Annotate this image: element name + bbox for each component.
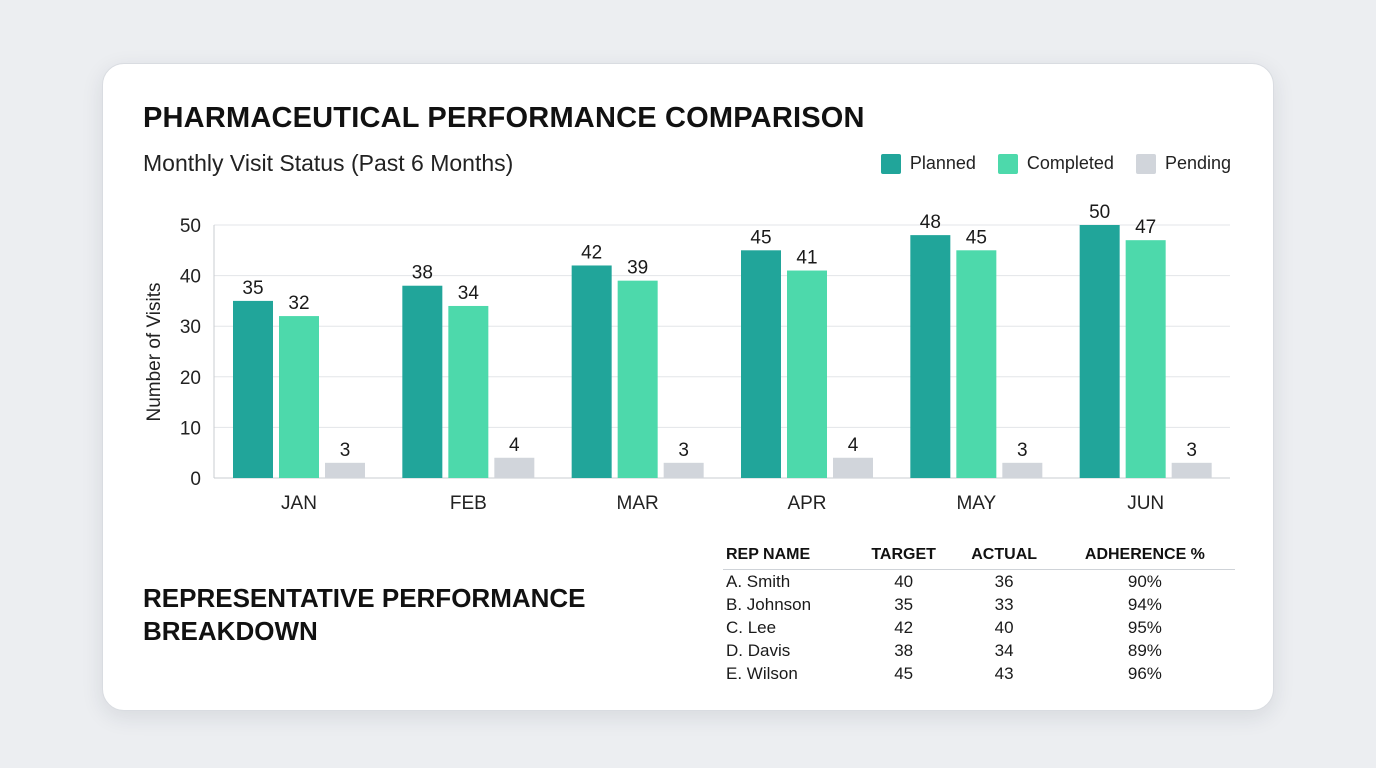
legend-label-planned: Planned [909,153,976,173]
data-label-pending: 3 [1186,440,1197,461]
cell-target: 40 [894,571,914,591]
y-tick-label: 30 [180,317,201,338]
breakdown-title: REPRESENTATIVE PERFORMANCE BREAKDOWN [143,583,586,646]
cell-target: 42 [894,617,914,637]
chart-gridlines [214,224,1230,479]
column-header-actual: ACTUAL [953,542,1055,570]
data-label-planned: 42 [581,242,602,263]
data-label-pending: 3 [678,440,689,461]
cell-target: 35 [894,594,914,614]
data-label-completed: 32 [288,293,309,314]
chart-subtitle: Monthly Visit Status (Past 6 Months) [143,150,514,176]
x-tick-label: FEB [450,493,487,514]
x-tick-label: JAN [281,493,317,514]
y-axis: 0 10 20 30 40 50 [180,216,215,490]
data-label-completed: 47 [1135,217,1156,238]
bar-completed [617,280,658,478]
dashboard-card: PHARMACEUTICAL PERFORMANCE COMPARISON Mo… [102,63,1274,711]
data-label-planned: 48 [920,212,941,233]
data-label-pending: 3 [340,440,351,461]
y-axis-label: Number of Visits [144,282,165,421]
bar-pending [663,462,704,478]
bar-completed [279,316,319,478]
y-tick-label: 50 [180,216,201,237]
bar-pending [833,457,873,478]
cell-rep-name: A. Smith [726,571,791,591]
cell-actual: 40 [994,617,1014,637]
cell-target: 45 [894,663,914,683]
data-label-planned: 35 [242,278,263,299]
table-row: E. Wilson 45 43 96% [723,662,1235,685]
data-label-completed: 39 [627,258,648,279]
cell-adherence: 96% [1127,663,1162,683]
bar-chart: 0 10 20 30 40 50 35 32 3 38 34 4 42 39 3 45 41 4 48 45 3 50 4… [144,202,1230,514]
table-row: C. Lee 42 40 95% [723,616,1235,639]
data-label-planned: 45 [750,227,771,248]
page-title: PHARMACEUTICAL PERFORMANCE COMPARISON [143,102,865,134]
cell-rep-name: D. Davis [726,640,791,660]
cell-adherence: 90% [1127,571,1162,591]
cell-adherence: 94% [1127,594,1162,614]
bar-planned [1079,225,1120,478]
data-label-planned: 38 [412,263,433,284]
bar-planned [402,285,443,478]
bar-completed [787,270,827,478]
cell-actual: 33 [994,594,1014,614]
bar-planned [910,235,951,478]
cell-rep-name: E. Wilson [726,663,798,683]
cell-rep-name: C. Lee [726,617,777,637]
legend-item-planned: Planned [880,153,976,174]
bar-completed [956,250,997,478]
cell-target: 38 [894,640,914,660]
chart-legend: Planned Completed Pending [880,153,1231,174]
legend-label-completed: Completed [1026,153,1114,173]
bar-planned [571,265,612,478]
bar-completed [1125,240,1166,478]
cell-actual: 43 [994,663,1014,683]
y-tick-label: 20 [180,368,201,389]
data-label-pending: 3 [1017,440,1028,461]
legend-swatch-pending [1135,153,1156,174]
data-label-completed: 34 [458,283,480,304]
column-header-rep-name: REP NAME [723,542,854,570]
legend-label-pending: Pending [1164,153,1231,173]
legend-item-completed: Completed [997,153,1114,174]
cell-actual: 36 [994,571,1014,591]
rep-performance-table: REP NAME TARGET ACTUAL ADHERENCE % A. Sm… [723,542,1235,685]
y-tick-label: 10 [180,418,201,439]
cell-actual: 34 [994,640,1014,660]
cell-rep-name: B. Johnson [726,594,812,614]
chart-bars: 35 32 3 38 34 4 42 39 3 45 41 4 48 45 3 50 47 3 [233,202,1212,478]
table-row: B. Johnson 35 33 94% [723,593,1235,616]
column-header-target: TARGET [853,542,954,570]
y-tick-label: 0 [190,469,201,490]
table-row: D. Davis 38 34 89% [723,639,1235,662]
bar-pending [494,457,535,478]
bar-pending [325,462,365,478]
table-header-row: REP NAME TARGET ACTUAL ADHERENCE % [723,542,1235,570]
bar-pending [1002,462,1043,478]
cell-adherence: 89% [1127,640,1162,660]
x-tick-label: APR [787,493,826,514]
legend-item-pending: Pending [1135,153,1231,174]
bar-pending [1171,462,1212,478]
legend-swatch-completed [997,153,1018,174]
column-header-adherence: ADHERENCE % [1054,542,1235,570]
legend-swatch-planned [880,153,901,174]
data-label-pending: 4 [509,435,520,456]
cell-adherence: 95% [1127,617,1162,637]
x-tick-label: JUN [1127,493,1164,514]
data-label-completed: 41 [796,248,817,269]
bar-planned [233,300,273,478]
data-label-completed: 45 [966,227,987,248]
bar-planned [741,250,781,478]
data-label-planned: 50 [1089,202,1110,223]
data-label-pending: 4 [848,435,859,456]
x-axis: JAN FEB MAR APR MAY JUN [281,493,1164,514]
x-tick-label: MAY [956,493,996,514]
bar-completed [448,305,489,478]
x-tick-label: MAR [617,493,659,514]
y-tick-label: 40 [180,267,201,288]
table-row: A. Smith 40 36 90% [723,570,1235,594]
